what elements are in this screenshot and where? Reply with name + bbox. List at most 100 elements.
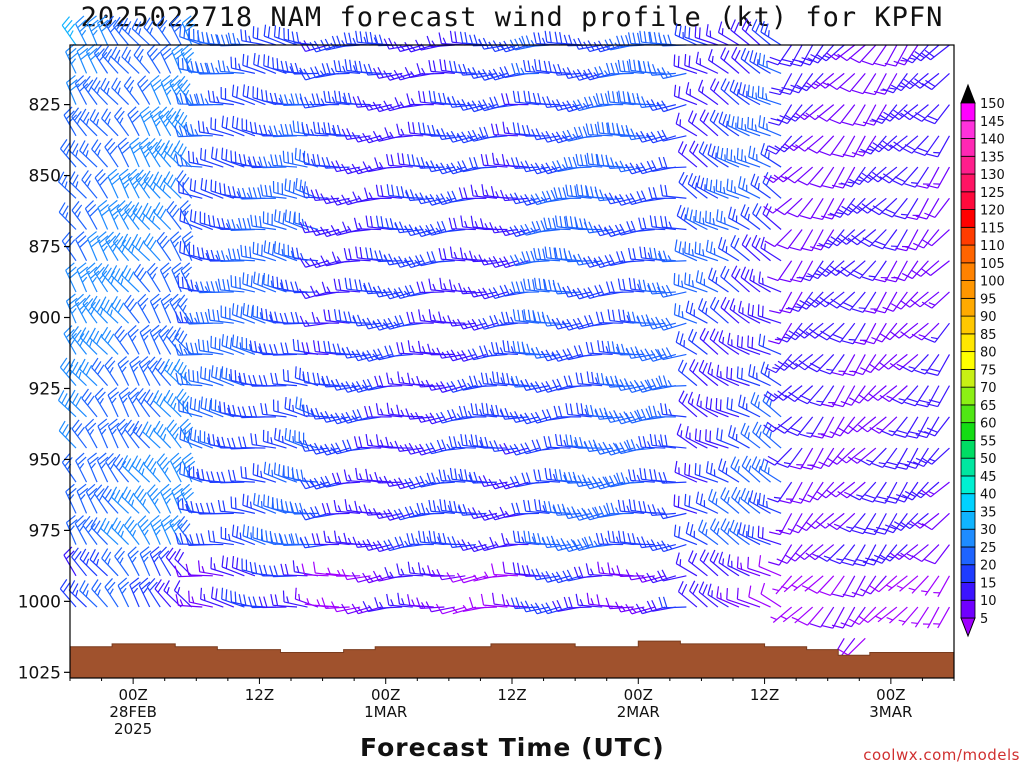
barb-feather bbox=[419, 254, 426, 266]
barb-feather bbox=[315, 289, 321, 296]
barb-feather bbox=[69, 30, 74, 37]
barb-feather bbox=[501, 93, 506, 105]
barb-feather bbox=[625, 476, 630, 484]
barb-feather bbox=[433, 91, 437, 103]
barb-feather bbox=[346, 346, 352, 358]
barb-feather bbox=[61, 423, 69, 435]
barb-feather bbox=[454, 468, 458, 480]
barb-feather bbox=[129, 523, 138, 534]
wind-barb bbox=[131, 455, 151, 483]
barb-feather bbox=[126, 423, 135, 433]
barb-feather bbox=[279, 534, 285, 546]
barb-feather bbox=[607, 530, 611, 543]
barb-staff bbox=[61, 240, 77, 262]
wind-barb bbox=[185, 500, 213, 514]
barb-feather bbox=[107, 235, 117, 245]
barb-feather bbox=[143, 17, 151, 28]
barb-feather bbox=[165, 547, 174, 558]
barb-feather bbox=[101, 108, 109, 119]
barb-staff bbox=[178, 575, 203, 578]
barb-feather bbox=[501, 311, 506, 324]
barb-staff bbox=[305, 291, 329, 300]
wind-barb bbox=[364, 187, 392, 200]
barb-feather bbox=[169, 515, 179, 524]
barb-feather bbox=[457, 441, 462, 448]
barb-feather bbox=[160, 514, 171, 524]
wind-barb bbox=[142, 202, 161, 230]
barb-feather bbox=[109, 309, 113, 317]
barb-feather bbox=[258, 343, 264, 355]
barb-feather bbox=[267, 161, 273, 168]
barb-feather bbox=[407, 121, 411, 134]
barb-feather bbox=[432, 500, 437, 512]
barb-feather bbox=[442, 532, 447, 545]
barb-feather bbox=[244, 467, 247, 479]
barb-feather bbox=[347, 311, 352, 323]
barb-feather bbox=[299, 97, 306, 109]
wind-barb bbox=[565, 215, 592, 231]
wind-barb bbox=[138, 137, 153, 168]
barb-feather bbox=[139, 492, 147, 503]
barb-feather bbox=[117, 492, 124, 504]
wind-barb bbox=[188, 369, 213, 387]
barb-feather bbox=[183, 429, 186, 442]
barb-feather bbox=[577, 253, 584, 265]
barb-feather bbox=[346, 198, 353, 204]
barb-feather bbox=[566, 285, 574, 297]
barb-feather bbox=[139, 519, 149, 529]
barb-feather bbox=[459, 247, 464, 259]
barb-feather bbox=[178, 173, 187, 184]
barb-feather bbox=[309, 100, 315, 108]
barb-feather bbox=[351, 415, 357, 422]
wind-barb bbox=[221, 587, 245, 608]
barb-feather bbox=[252, 187, 258, 199]
barb-feather bbox=[180, 146, 187, 158]
barb-feather bbox=[135, 423, 143, 435]
barb-feather bbox=[600, 373, 605, 385]
wind-barb bbox=[332, 124, 361, 137]
barb-feather bbox=[284, 534, 289, 546]
barb-feather bbox=[227, 32, 232, 45]
barb-feather bbox=[183, 19, 194, 28]
barb-feather bbox=[195, 311, 200, 324]
barb-staff bbox=[149, 332, 161, 355]
barb-feather bbox=[110, 277, 115, 285]
barb-feather bbox=[297, 339, 300, 352]
barb-feather bbox=[107, 55, 112, 63]
wind-barb bbox=[84, 418, 98, 449]
barb-feather bbox=[64, 212, 69, 219]
barb-feather bbox=[101, 548, 109, 559]
barb-staff bbox=[494, 574, 519, 577]
barb-feather bbox=[595, 311, 600, 323]
barb-feather bbox=[112, 232, 121, 243]
barb-feather bbox=[405, 408, 411, 420]
barb-feather bbox=[357, 135, 363, 142]
wind-barb bbox=[270, 372, 298, 387]
barb-feather bbox=[282, 369, 285, 381]
wind-barb bbox=[352, 95, 382, 108]
barb-feather bbox=[404, 67, 411, 78]
barb-feather bbox=[299, 179, 302, 192]
barb-feather bbox=[155, 174, 163, 186]
barb-staff bbox=[137, 83, 151, 105]
barb-feather bbox=[352, 96, 358, 108]
barb-feather bbox=[249, 501, 252, 509]
barb-feather bbox=[563, 439, 567, 447]
wind-barb bbox=[227, 248, 255, 262]
barb-feather bbox=[278, 26, 281, 39]
barb-feather bbox=[104, 138, 113, 148]
barb-feather bbox=[348, 504, 352, 512]
wind-barb bbox=[323, 122, 350, 137]
barb-feather bbox=[344, 277, 348, 290]
barb-feather bbox=[164, 83, 175, 92]
barb-staff bbox=[61, 24, 77, 46]
barb-feather bbox=[270, 594, 274, 606]
barb-feather bbox=[269, 125, 274, 137]
barb-feather bbox=[312, 121, 316, 134]
barb-feather bbox=[139, 106, 150, 115]
barb-feather bbox=[325, 229, 332, 236]
barb-feather bbox=[548, 279, 552, 292]
barb-feather bbox=[151, 328, 162, 338]
barb-feather bbox=[263, 343, 268, 355]
barb-feather bbox=[110, 265, 118, 276]
